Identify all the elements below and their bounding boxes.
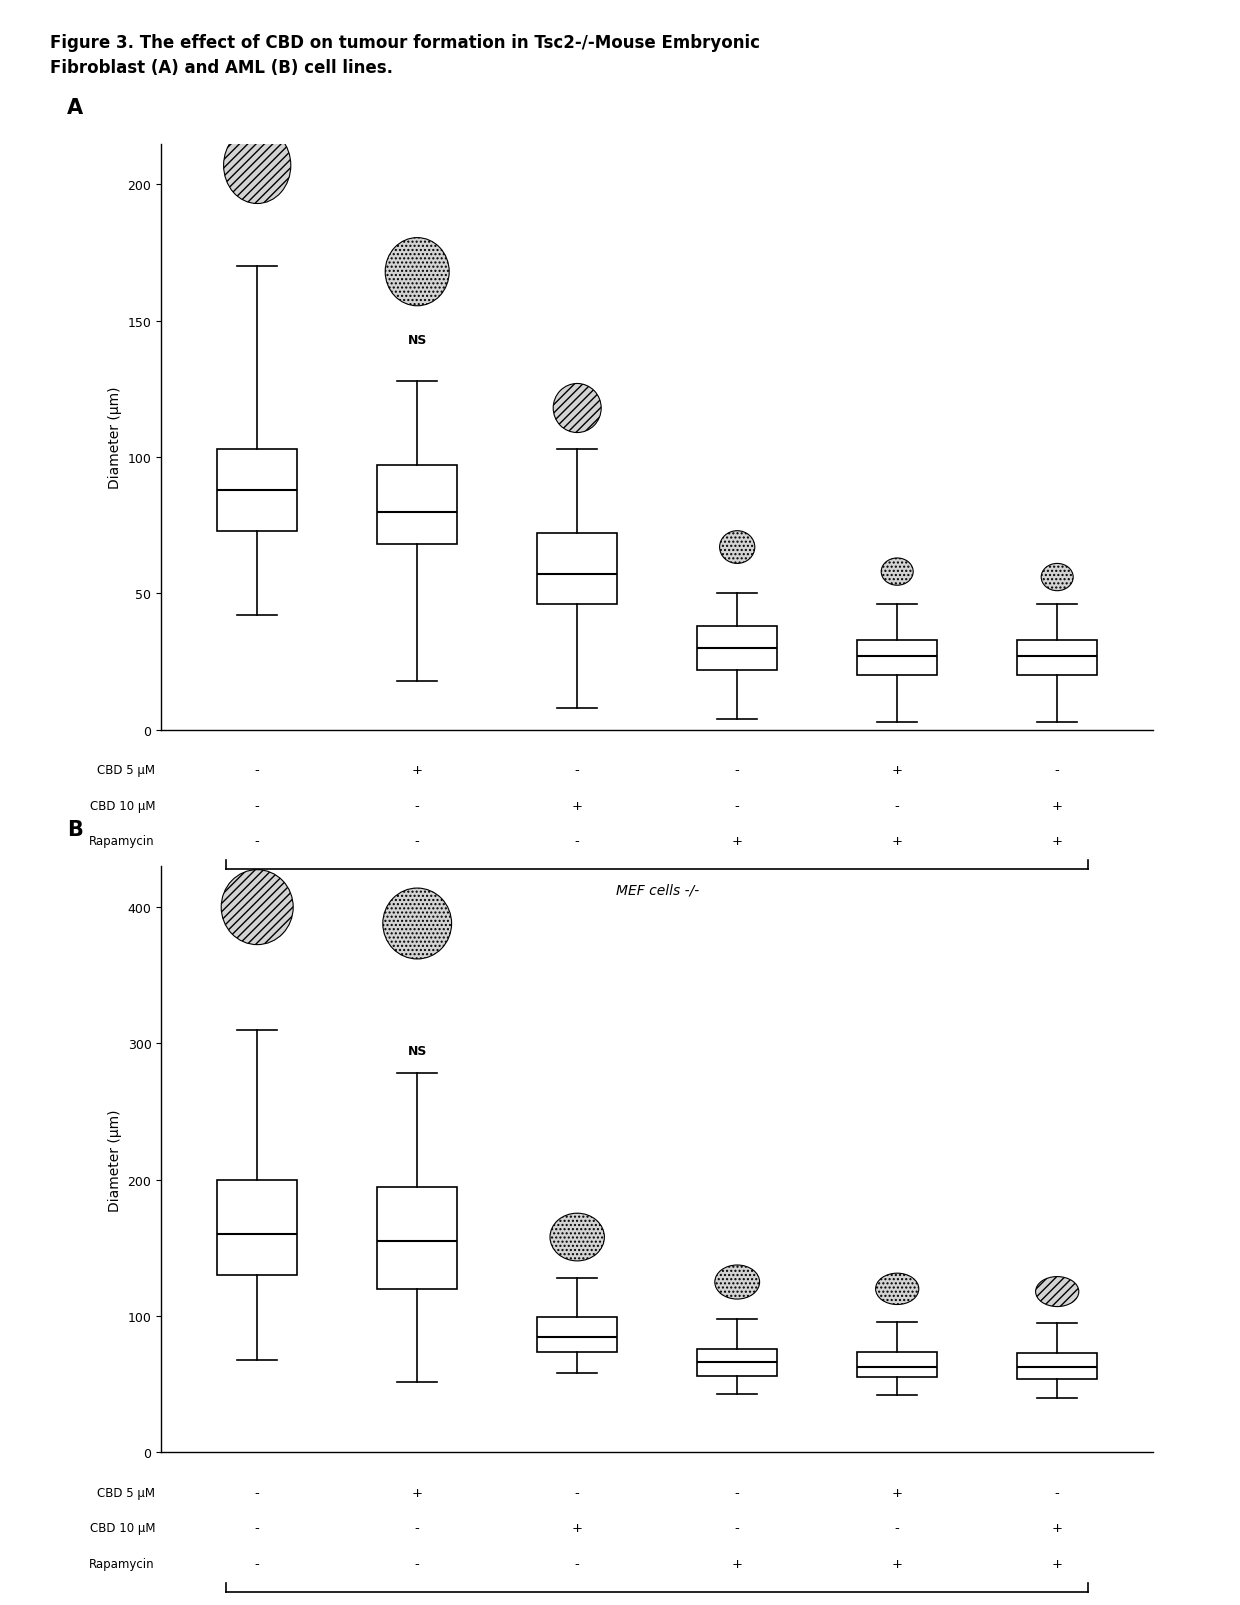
Ellipse shape	[221, 870, 293, 945]
Text: +: +	[732, 1557, 743, 1570]
Text: MEF cells -/-: MEF cells -/-	[615, 883, 699, 897]
Text: -: -	[1055, 764, 1059, 777]
Text: Rapamycin: Rapamycin	[89, 835, 155, 847]
Text: -: -	[1055, 1486, 1059, 1499]
PathPatch shape	[1017, 1353, 1097, 1379]
Text: +: +	[732, 835, 743, 847]
Ellipse shape	[875, 1273, 919, 1305]
Text: -: -	[255, 764, 259, 777]
Text: -: -	[415, 1557, 419, 1570]
Text: CBD 10 μM: CBD 10 μM	[89, 799, 155, 812]
Text: CBD 5 μM: CBD 5 μM	[97, 1486, 155, 1499]
Text: CBD 5 μM: CBD 5 μM	[97, 764, 155, 777]
PathPatch shape	[537, 534, 618, 605]
PathPatch shape	[377, 1186, 458, 1289]
Text: +: +	[1052, 799, 1063, 812]
Text: -: -	[895, 799, 899, 812]
Text: Rapamycin: Rapamycin	[89, 1557, 155, 1570]
PathPatch shape	[377, 465, 458, 546]
Text: -: -	[895, 1522, 899, 1534]
Text: +: +	[572, 1522, 583, 1534]
Text: +: +	[572, 799, 583, 812]
PathPatch shape	[697, 1348, 777, 1375]
Text: B: B	[67, 820, 83, 839]
PathPatch shape	[1017, 640, 1097, 676]
Text: +: +	[892, 1557, 903, 1570]
Ellipse shape	[383, 889, 451, 960]
Ellipse shape	[719, 531, 755, 563]
Text: A: A	[67, 98, 83, 117]
Y-axis label: Diameter (μm): Diameter (μm)	[108, 387, 122, 488]
Y-axis label: Diameter (μm): Diameter (μm)	[108, 1109, 122, 1210]
Text: Fibroblast (A) and AML (B) cell lines.: Fibroblast (A) and AML (B) cell lines.	[50, 59, 393, 77]
Text: -: -	[415, 799, 419, 812]
Text: -: -	[575, 835, 579, 847]
Text: -: -	[575, 764, 579, 777]
Text: -: -	[735, 1486, 739, 1499]
Text: -: -	[255, 1486, 259, 1499]
Text: -: -	[575, 1557, 579, 1570]
Text: NS: NS	[408, 334, 427, 347]
Ellipse shape	[882, 559, 913, 586]
Text: +: +	[1052, 835, 1063, 847]
PathPatch shape	[857, 640, 937, 676]
Text: +: +	[892, 835, 903, 847]
Text: +: +	[412, 1486, 423, 1499]
Text: -: -	[255, 1557, 259, 1570]
Text: +: +	[412, 764, 423, 777]
PathPatch shape	[217, 1180, 298, 1276]
Text: CBD 10 μM: CBD 10 μM	[89, 1522, 155, 1534]
Text: -: -	[255, 799, 259, 812]
Text: -: -	[255, 835, 259, 847]
Text: -: -	[575, 1486, 579, 1499]
Ellipse shape	[1035, 1278, 1079, 1306]
Text: -: -	[255, 1522, 259, 1534]
PathPatch shape	[857, 1351, 937, 1377]
Ellipse shape	[553, 384, 601, 433]
Ellipse shape	[714, 1265, 760, 1300]
Text: Figure 3. The effect of CBD on tumour formation in Tsc2-/-Mouse Embryonic: Figure 3. The effect of CBD on tumour fo…	[50, 34, 760, 51]
Ellipse shape	[1042, 563, 1073, 591]
Text: NS: NS	[408, 1045, 427, 1058]
Ellipse shape	[223, 128, 291, 204]
Text: -: -	[735, 764, 739, 777]
PathPatch shape	[537, 1318, 618, 1351]
Text: +: +	[892, 764, 903, 777]
Text: -: -	[415, 1522, 419, 1534]
Text: +: +	[1052, 1522, 1063, 1534]
Text: +: +	[1052, 1557, 1063, 1570]
Text: -: -	[735, 799, 739, 812]
PathPatch shape	[217, 449, 298, 531]
Text: -: -	[735, 1522, 739, 1534]
Ellipse shape	[386, 239, 449, 307]
Text: -: -	[415, 835, 419, 847]
Text: +: +	[892, 1486, 903, 1499]
Ellipse shape	[551, 1213, 604, 1262]
PathPatch shape	[697, 626, 777, 671]
